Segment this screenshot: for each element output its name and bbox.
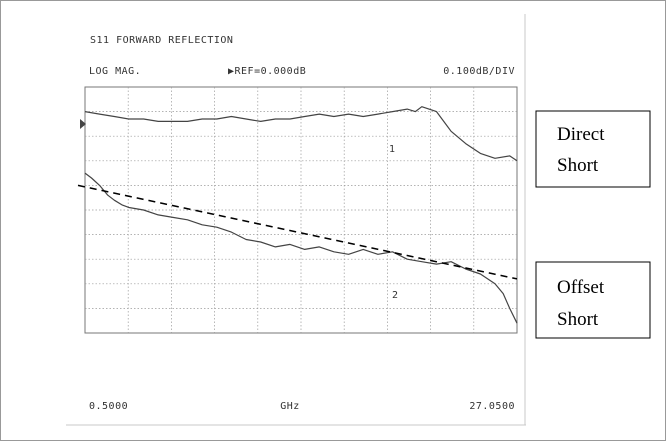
plot-grid <box>84 86 518 334</box>
format-label: LOG MAG. <box>89 66 141 77</box>
trend-line <box>77 184 518 280</box>
direct-short-line2: Short <box>557 155 599 176</box>
trace-1-label: 1 <box>389 144 396 155</box>
trace-1-line <box>84 106 518 162</box>
offset-short-line1: Offset <box>557 277 605 298</box>
reference-marker-icon <box>80 119 86 129</box>
offset-short-box <box>535 261 651 339</box>
plot-title: S11 FORWARD REFLECTION <box>90 35 233 46</box>
trace-2-line <box>84 172 518 324</box>
offset-short-callout: Offset Short <box>535 261 651 339</box>
frequency-unit: GHz <box>280 401 300 412</box>
direct-short-callout: Direct Short <box>535 110 651 188</box>
traces <box>77 106 518 324</box>
reference-label: ▶REF=0.000dB <box>228 66 306 77</box>
direct-short-line1: Direct <box>557 124 605 145</box>
trace-2-label: 2 <box>392 290 399 301</box>
offset-short-line2: Short <box>557 309 599 330</box>
stop-frequency: 27.0500 <box>469 401 515 412</box>
direct-short-box <box>535 110 651 188</box>
start-frequency: 0.5000 <box>89 401 128 412</box>
scale-label: 0.100dB/DIV <box>443 66 515 77</box>
